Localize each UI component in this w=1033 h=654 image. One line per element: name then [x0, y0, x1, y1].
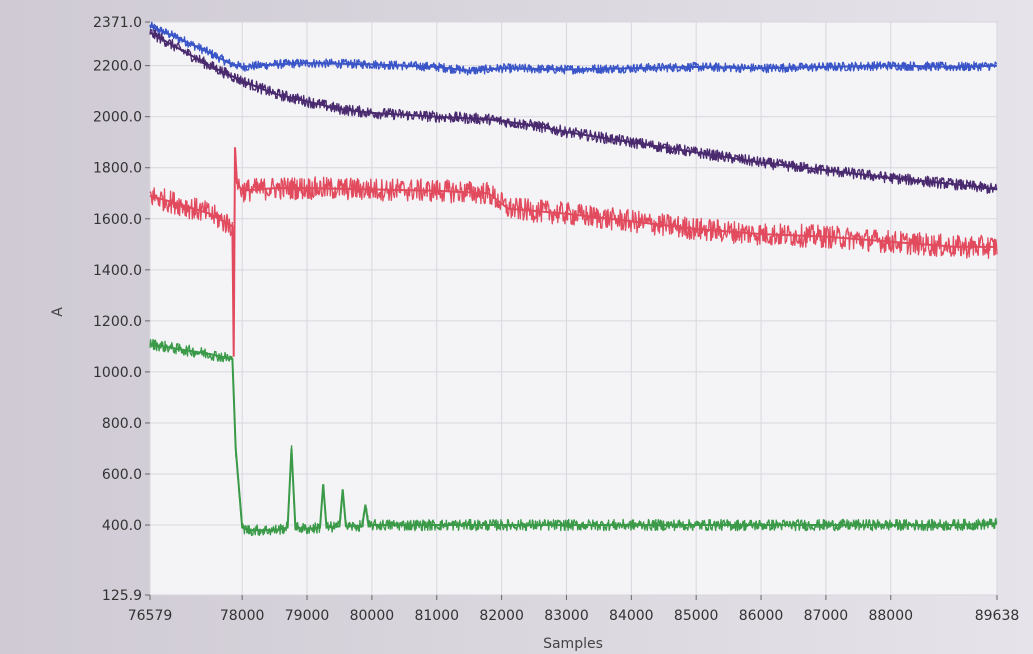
- series-trend-2: [149, 31, 998, 191]
- y-tick-label: 1200.0: [93, 314, 142, 330]
- plot-area: [149, 21, 998, 596]
- y-tick-label: 2000.0: [93, 110, 142, 126]
- x-tick-label: 83000: [544, 608, 589, 624]
- series-line-3: [149, 154, 998, 322]
- x-tick-label: 82000: [479, 608, 524, 624]
- series-trend-1: [149, 25, 998, 72]
- x-tick-label: 86000: [739, 608, 784, 624]
- y-axis-label: A: [50, 307, 66, 317]
- x-axis: 76579 78000 79000 80000 81000 82000 83000 84000…: [128, 595, 1020, 624]
- x-tick-label: 89638: [975, 608, 1020, 624]
- x-tick-label: 81000: [414, 608, 459, 624]
- y-tick-label: 2200.0: [93, 59, 142, 75]
- y-tick-label: 600.0: [102, 467, 142, 483]
- x-tick-label: 88000: [868, 608, 913, 624]
- series-trend-4: [149, 342, 998, 532]
- y-tick-label: 1600.0: [93, 212, 142, 228]
- x-tick-label: 84000: [609, 608, 654, 624]
- x-tick-label: 85000: [674, 608, 719, 624]
- y-tick-label: 1400.0: [93, 263, 142, 279]
- x-tick-label: 78000: [220, 608, 265, 624]
- series-trend-3: [149, 147, 997, 357]
- y-tick-label: 1800.0: [93, 161, 142, 177]
- y-axis: 125.9 400.0 600.0 800.0 1000.0 1200.0 1400.0 16…: [93, 15, 150, 604]
- y-tick-label: 800.0: [102, 416, 142, 432]
- y-tick-label: 2371.0: [93, 15, 142, 31]
- y-tick-label: 400.0: [102, 518, 142, 534]
- x-axis-label: Samples: [543, 636, 603, 652]
- x-tick-label: 80000: [350, 608, 395, 624]
- series-group: [149, 21, 998, 537]
- x-tick-label: 76579: [128, 608, 173, 624]
- y-tick-label: 125.9: [102, 588, 142, 604]
- series-line-2: [149, 28, 998, 194]
- x-tick-label: 87000: [804, 608, 849, 624]
- x-tick-label: 79000: [285, 608, 330, 624]
- y-tick-label: 1000.0: [93, 365, 142, 381]
